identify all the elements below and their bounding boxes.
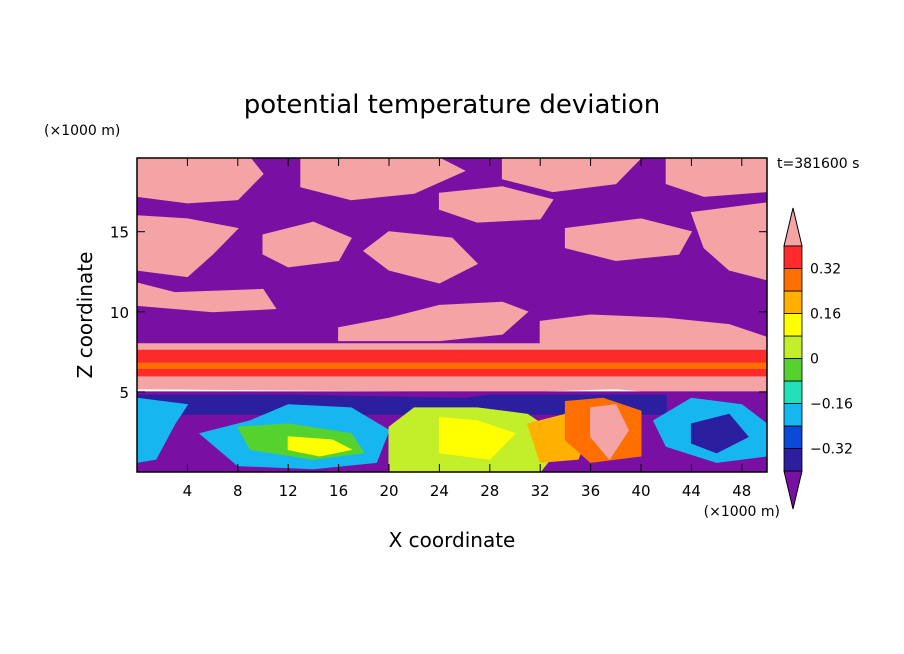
colorbar-swatch — [783, 380, 803, 404]
x-tick-label: 28 — [480, 482, 499, 500]
contour-region-9 — [564, 218, 693, 262]
colorbar-label: 0.16 — [810, 307, 841, 323]
colorbar-swatch — [783, 313, 803, 337]
chart-title: potential temperature deviation — [244, 90, 660, 120]
colorbar: −0.32 −0.16 0 0.16 0.32 — [783, 207, 853, 510]
colorbar-swatch — [783, 403, 803, 427]
contour-region-19 — [137, 394, 667, 415]
contour-region-3 — [501, 158, 642, 193]
contour-region-5 — [137, 215, 239, 278]
x-tick-label: 8 — [233, 482, 243, 500]
x-axis-label: X coordinate — [389, 528, 516, 552]
contour-region-8 — [362, 231, 479, 284]
colorbar-label: 0 — [810, 352, 819, 368]
x-tick-label: 4 — [183, 482, 193, 500]
contour-region-23 — [287, 436, 353, 457]
contour-region-4 — [665, 158, 767, 197]
x-tick-label: 48 — [732, 482, 751, 500]
y-tick-label: 10 — [110, 304, 129, 322]
colorbar-swatch — [783, 358, 803, 382]
y-axis-ticks: 5 10 15 — [110, 224, 767, 402]
time-label: t=381600 s — [777, 156, 859, 172]
y-tick-label: 15 — [110, 224, 129, 242]
x-axis-ticks: 4 8 12 16 20 24 28 32 36 40 44 48 — [183, 158, 751, 500]
x-tick-label: 12 — [279, 482, 298, 500]
x-tick-label: 16 — [329, 482, 348, 500]
contour-region-1 — [137, 158, 264, 204]
colorbar-extend-top — [783, 207, 803, 247]
contour-region-15 — [137, 349, 767, 364]
contour-region-11 — [137, 282, 277, 313]
plot-frame — [136, 157, 768, 473]
contour-region-16 — [137, 362, 767, 370]
colorbar-swatch — [783, 448, 803, 472]
contour-region-7 — [438, 186, 554, 223]
colorbar-label: 0.32 — [810, 262, 841, 278]
contour-region-17 — [137, 369, 767, 377]
contour-region-6 — [262, 221, 352, 268]
y-tick-label: 5 — [119, 384, 129, 402]
contour-region-30 — [690, 413, 749, 454]
y-unit-label: (×1000 m) — [44, 123, 120, 139]
x-tick-label: 44 — [682, 482, 701, 500]
contour-region-20 — [137, 397, 189, 463]
x-tick-label: 32 — [531, 482, 550, 500]
colorbar-label: −0.16 — [810, 397, 853, 413]
colorbar-swatch — [783, 290, 803, 314]
contour-region-12 — [338, 301, 529, 342]
y-axis-label: Z coordinate — [73, 252, 97, 379]
contour-region-2 — [300, 158, 466, 201]
contour-region-10 — [690, 202, 767, 281]
colorbar-swatch — [783, 425, 803, 449]
colorbar-label: −0.32 — [810, 442, 853, 458]
x-unit-label: (×1000 m) — [704, 504, 780, 520]
colorbar-swatch — [783, 245, 803, 269]
contour-region-28 — [590, 404, 629, 461]
x-tick-label: 20 — [379, 482, 398, 500]
x-tick-label: 36 — [581, 482, 600, 500]
x-tick-label: 40 — [631, 482, 650, 500]
colorbar-extend-bottom — [783, 470, 803, 510]
colorbar-swatch — [783, 335, 803, 359]
contour-region-25 — [438, 416, 516, 460]
colorbar-swatch — [783, 268, 803, 292]
plot-area — [137, 158, 767, 472]
x-tick-label: 24 — [430, 482, 449, 500]
